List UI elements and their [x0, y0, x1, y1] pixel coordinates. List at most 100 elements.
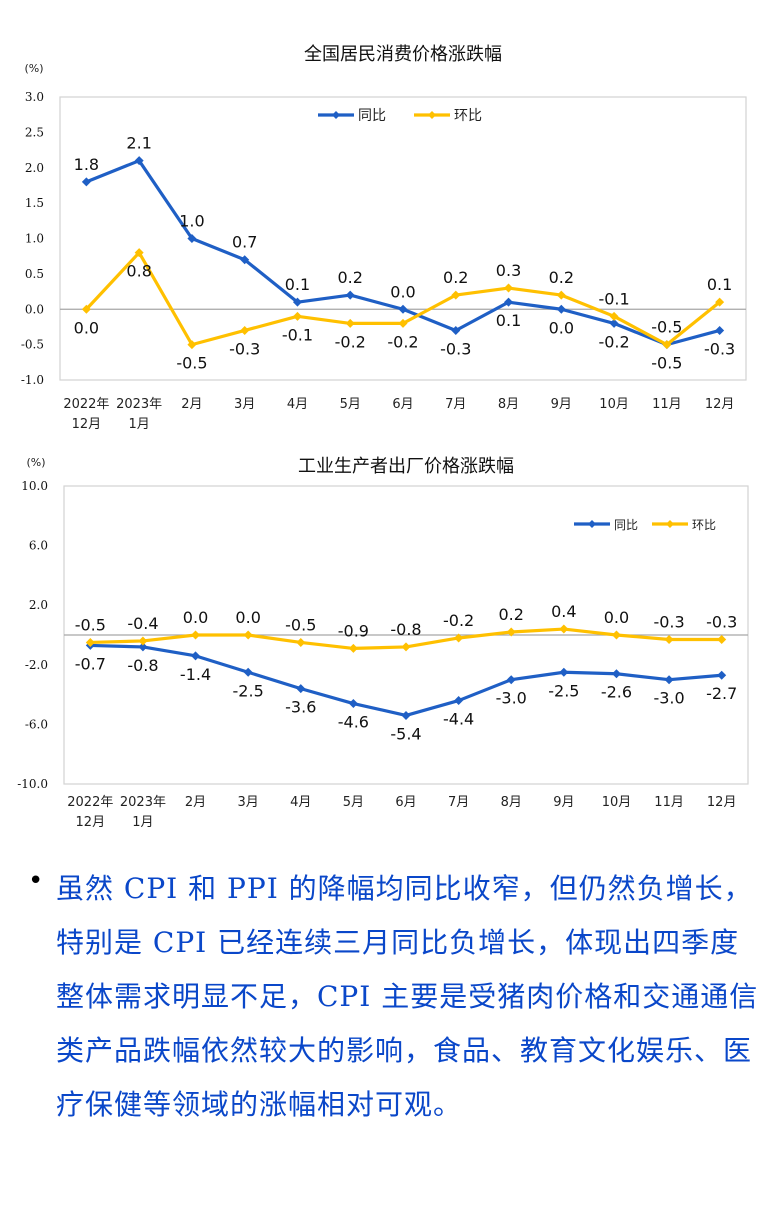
data-point [451, 290, 461, 300]
y-tick-label: -2.0 [25, 658, 48, 672]
data-point [187, 234, 197, 243]
data-label: -0.5 [285, 615, 316, 634]
x-tick-label: 10月 [602, 795, 632, 810]
data-label: -3.0 [653, 689, 684, 708]
data-label: -0.3 [440, 339, 471, 358]
data-point [243, 667, 253, 677]
y-tick-label: -10.0 [17, 777, 48, 791]
data-point [611, 630, 621, 640]
y-tick-label: 0.5 [25, 267, 44, 281]
data-point [348, 643, 358, 653]
data-point [609, 318, 619, 328]
data-label: 0.0 [74, 318, 99, 337]
data-point [398, 318, 408, 328]
data-label: 0.3 [496, 261, 521, 280]
data-label: -0.8 [390, 620, 421, 639]
data-label: -2.6 [601, 683, 632, 702]
data-label: 0.2 [549, 268, 574, 287]
x-tick-label: 9月 [553, 795, 574, 810]
data-label: 0.4 [551, 602, 576, 621]
plot-area [59, 96, 747, 381]
data-point [454, 696, 464, 706]
data-label: -0.3 [229, 339, 260, 358]
data-label: -2.7 [706, 684, 737, 703]
unit-label: (%) [26, 456, 45, 469]
data-label: -0.2 [598, 332, 629, 351]
data-label: -5.4 [390, 724, 421, 743]
legend-marker [588, 520, 596, 528]
legend-marker [428, 111, 436, 119]
x-tick-label: 1月 [129, 417, 150, 432]
data-point [138, 636, 148, 646]
data-label: -0.1 [598, 289, 629, 308]
x-tick-label: 11月 [652, 397, 682, 412]
data-label: -0.9 [338, 621, 369, 640]
data-label: 2.1 [126, 134, 151, 153]
x-tick-label: 6月 [395, 795, 416, 810]
y-tick-label: 3.0 [25, 90, 44, 104]
data-point [240, 255, 250, 265]
note-text: 虽然 CPI 和 PPI 的降幅均同比收窄，但仍然负增长，特别是 CPI 已经连… [56, 872, 759, 1121]
x-tick-label: 7月 [448, 795, 469, 810]
chart-title: 全国居民消费价格涨跌幅 [304, 44, 502, 65]
data-point [609, 311, 619, 321]
data-label: -0.7 [75, 654, 106, 673]
data-label: -1.4 [180, 665, 211, 684]
y-tick-label: -0.5 [21, 338, 44, 352]
data-label: 0.0 [549, 318, 574, 337]
data-point [717, 634, 727, 644]
x-tick-label: 2022年 [63, 397, 109, 412]
data-point [556, 290, 566, 300]
data-label: -0.2 [335, 332, 366, 351]
data-point [664, 675, 674, 685]
data-point [81, 177, 91, 187]
x-tick-label: 9月 [551, 397, 572, 412]
data-label: 0.8 [126, 262, 151, 281]
data-point [504, 283, 514, 293]
data-point [556, 304, 566, 314]
y-tick-label: 2.0 [29, 598, 48, 612]
data-label: 0.0 [604, 608, 629, 627]
data-point [611, 669, 621, 679]
x-tick-label: 12月 [76, 815, 106, 830]
data-point [81, 304, 91, 314]
ppi-chart: 工业生产者出厂价格涨跌幅 (%) 10.0 6.0 2.0 -2.0 -6.0 -10.0 20… [17, 456, 749, 830]
data-point [296, 684, 306, 694]
x-tick-label: 7月 [445, 397, 466, 412]
data-point [240, 325, 250, 335]
data-label: -2.5 [233, 681, 264, 700]
y-tick-label: 6.0 [29, 539, 48, 553]
data-point [348, 699, 358, 709]
x-tick-label: 2月 [181, 397, 202, 412]
data-label: 0.2 [499, 605, 524, 624]
data-point [345, 318, 355, 328]
data-label: 1.8 [74, 155, 99, 174]
x-tick-label: 5月 [340, 397, 361, 412]
data-point [191, 630, 201, 640]
data-point [134, 156, 144, 166]
data-label: 0.1 [496, 311, 521, 330]
chart-title: 工业生产者出厂价格涨跌幅 [298, 456, 514, 477]
data-label: -0.5 [176, 354, 207, 373]
data-point [506, 675, 516, 685]
data-point [559, 667, 569, 677]
unit-label: (%) [24, 62, 43, 75]
data-point [243, 630, 253, 640]
data-label: -0.1 [282, 325, 313, 344]
data-point [454, 633, 464, 643]
x-tick-label: 12月 [705, 397, 735, 412]
data-point [134, 248, 144, 258]
x-tick-label: 6月 [392, 397, 413, 412]
x-tick-label: 5月 [343, 795, 364, 810]
data-label: -2.5 [548, 681, 579, 700]
data-label: 0.1 [707, 275, 732, 294]
data-label: -0.8 [127, 656, 158, 675]
x-tick-label: 4月 [290, 795, 311, 810]
legend-label: 同比 [358, 108, 386, 124]
data-label: -0.5 [651, 318, 682, 337]
data-point [717, 670, 727, 680]
data-label: -0.3 [706, 612, 737, 631]
data-label: -4.4 [443, 710, 474, 729]
data-label: 0.2 [338, 268, 363, 287]
x-tick-label: 4月 [287, 397, 308, 412]
